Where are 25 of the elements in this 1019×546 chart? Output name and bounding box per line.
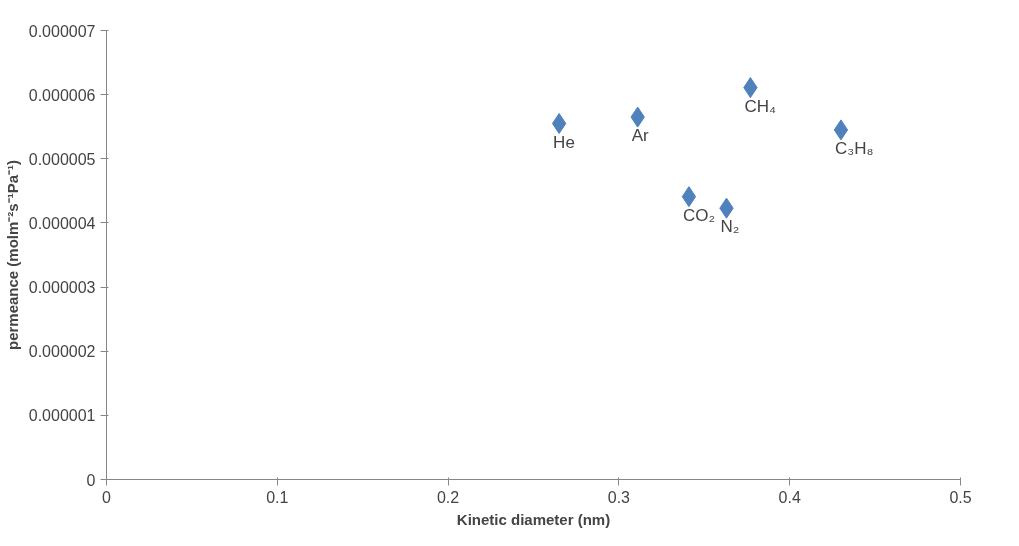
point xyxy=(551,113,567,135)
annotation: He xyxy=(553,132,575,152)
y-tick-label: 0.000005 xyxy=(28,150,96,168)
x-tick-label: 0.3 xyxy=(607,488,631,506)
y-tick-label: 0.000007 xyxy=(28,22,96,40)
y-tick-label: 0.000001 xyxy=(28,407,96,425)
y-tick-label: 0 xyxy=(86,471,96,489)
point xyxy=(681,186,697,208)
y-tick-label: 0.000006 xyxy=(28,86,96,104)
annotation: Ar xyxy=(631,126,650,146)
x-tick-label: 0 xyxy=(102,488,112,506)
y-axis-title: permeance (molm⁻²s⁻¹Pa⁻¹) xyxy=(3,159,21,351)
annotation: N₂ xyxy=(720,217,740,237)
x-axis-title: Kinetic diameter (nm) xyxy=(456,510,611,528)
x-tick-label: 0.4 xyxy=(778,488,801,506)
y-tick-label: 0.000003 xyxy=(28,279,96,297)
x-tick-label: 0.2 xyxy=(436,488,460,506)
x-tick-label: 0.1 xyxy=(266,488,289,506)
annotation: C₃H₈ xyxy=(834,138,874,158)
annotation: CH₄ xyxy=(744,96,776,116)
point xyxy=(833,119,849,141)
y-tick-label: 0.000004 xyxy=(28,214,96,232)
x-tick-label: 0.5 xyxy=(949,488,972,506)
annotation: CO₂ xyxy=(682,205,716,225)
y-tick-label: 0.000002 xyxy=(28,343,96,361)
